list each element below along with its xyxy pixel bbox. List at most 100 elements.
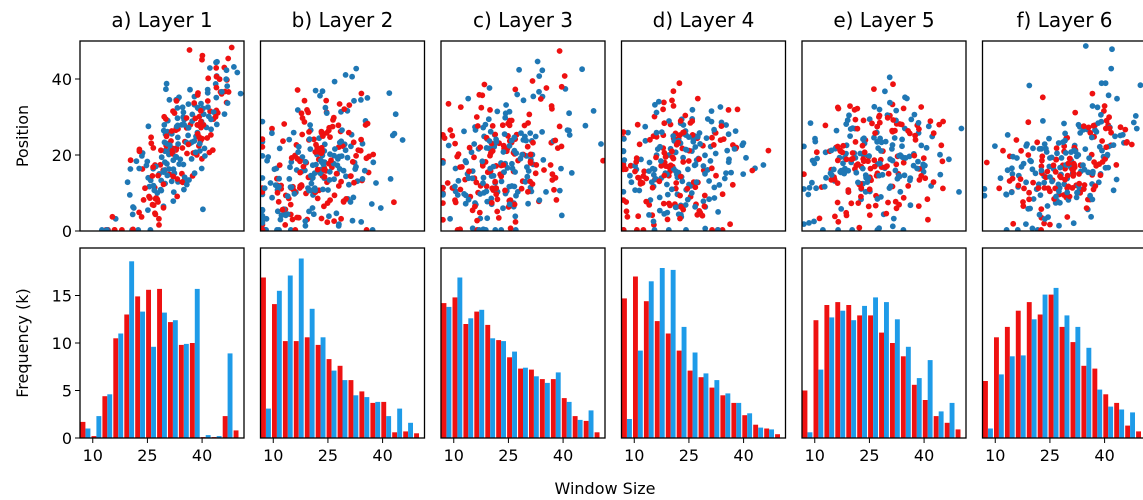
bar <box>1048 294 1054 438</box>
scatter-point-red <box>225 55 232 62</box>
bar <box>654 321 660 438</box>
scatter-point-red <box>1039 153 1046 160</box>
scatter-point-red <box>852 116 859 123</box>
scatter-point-blue <box>512 169 518 175</box>
scatter-point-red <box>245 82 251 88</box>
scatter-point-blue <box>1098 111 1104 118</box>
bar <box>846 305 852 438</box>
scatter-point-red <box>331 218 337 225</box>
bar <box>227 353 233 438</box>
x-tick-label: 25 <box>859 446 879 465</box>
scatter-point-blue <box>1137 82 1143 89</box>
scatter-point-red <box>130 226 136 231</box>
x-tick-label: 10 <box>624 446 644 465</box>
scatter-point-blue <box>685 166 691 173</box>
scatter-point-blue <box>915 158 921 165</box>
scatter-point-red <box>111 227 118 231</box>
scatter-point-red <box>492 131 499 138</box>
scatter-point-blue <box>724 147 731 154</box>
scatter-point-blue <box>480 174 487 181</box>
bar <box>496 340 502 438</box>
scatter-point-blue <box>204 89 211 96</box>
scatter-point-red <box>852 139 859 145</box>
scatter-point-red <box>1034 139 1041 146</box>
scatter-point-red <box>725 107 732 113</box>
scatter-point-red <box>547 162 554 168</box>
scatter-point-blue <box>353 65 360 72</box>
scatter-point-red <box>358 90 365 97</box>
scatter-point-blue <box>658 129 665 136</box>
scatter-point-red <box>358 136 364 143</box>
scatter-point-blue <box>877 160 883 167</box>
scatter-point-blue <box>471 141 478 147</box>
scatter-point-blue <box>368 201 375 207</box>
scatter-point-red <box>170 108 176 115</box>
scatter-point-red <box>865 158 871 165</box>
scatter-point-blue <box>514 91 521 98</box>
scatter-point-blue <box>566 110 572 117</box>
scatter-point-blue <box>813 185 819 192</box>
scatter-point-blue <box>530 93 537 100</box>
scatter-point-red <box>301 119 308 125</box>
scatter-point-red <box>667 202 673 209</box>
bar <box>1092 368 1098 438</box>
scatter-point-blue <box>177 156 184 163</box>
scatter-point-red <box>335 122 342 129</box>
scatter-point-blue <box>350 194 357 201</box>
scatter-point-blue <box>1098 80 1105 87</box>
scatter-point-blue <box>642 123 649 130</box>
scatter-point-blue <box>486 85 493 91</box>
scatter-point-blue <box>915 119 922 126</box>
scatter-point-blue <box>336 221 342 228</box>
bar-panel-e: 10 25 40 <box>801 247 967 465</box>
scatter-point-blue <box>133 158 140 165</box>
scatter-point-blue <box>717 104 724 110</box>
bar <box>533 376 539 439</box>
bar <box>1136 431 1141 438</box>
scatter-point-red <box>1044 168 1051 175</box>
bar-series-blue <box>627 268 774 439</box>
scatter-point-red <box>489 123 496 129</box>
x-tick-label: 10 <box>805 446 825 465</box>
scatter-point-blue <box>186 177 192 183</box>
scatter-point-blue <box>245 40 251 46</box>
scatter-point-blue <box>509 160 515 167</box>
bar <box>873 297 878 438</box>
scatter-point-red <box>149 201 156 208</box>
scatter-point-blue <box>536 197 543 204</box>
scatter-point-blue <box>902 155 909 161</box>
scatter-point-red <box>324 219 331 226</box>
scatter-point-red <box>351 179 357 186</box>
bar <box>326 359 332 438</box>
scatter-point-blue <box>646 168 652 175</box>
scatter-point-blue <box>269 130 275 137</box>
scatter-point-blue <box>1070 220 1077 227</box>
scatter-point-red <box>140 197 147 203</box>
bar <box>659 268 665 438</box>
scatter-point-blue <box>517 155 524 162</box>
bar <box>1114 402 1120 438</box>
bar-series-red <box>983 294 1141 438</box>
scatter-point-blue <box>207 65 213 71</box>
bar <box>1130 412 1135 438</box>
scatter-point-blue <box>650 218 657 225</box>
scatter-point-blue <box>277 216 284 223</box>
scatter-point-red <box>718 123 725 129</box>
scatter-point-red <box>477 144 484 151</box>
scatter-point-red <box>441 185 446 191</box>
bar <box>370 402 376 438</box>
bar <box>1015 310 1021 438</box>
scatter-point-red <box>363 155 370 162</box>
scatter-point-blue <box>700 198 707 205</box>
scatter-point-red <box>661 172 668 179</box>
scatter-point-blue <box>708 108 715 114</box>
bar <box>539 379 545 438</box>
scatter-point-red <box>892 127 898 134</box>
scatter-point-blue <box>680 154 686 161</box>
scatter-point-red <box>885 199 891 206</box>
scatter-point-red <box>867 165 874 172</box>
scatter-point-red <box>481 81 488 88</box>
x-tick-label: 25 <box>318 446 338 465</box>
scatter-points <box>621 80 772 231</box>
scatter-point-blue <box>914 165 920 172</box>
